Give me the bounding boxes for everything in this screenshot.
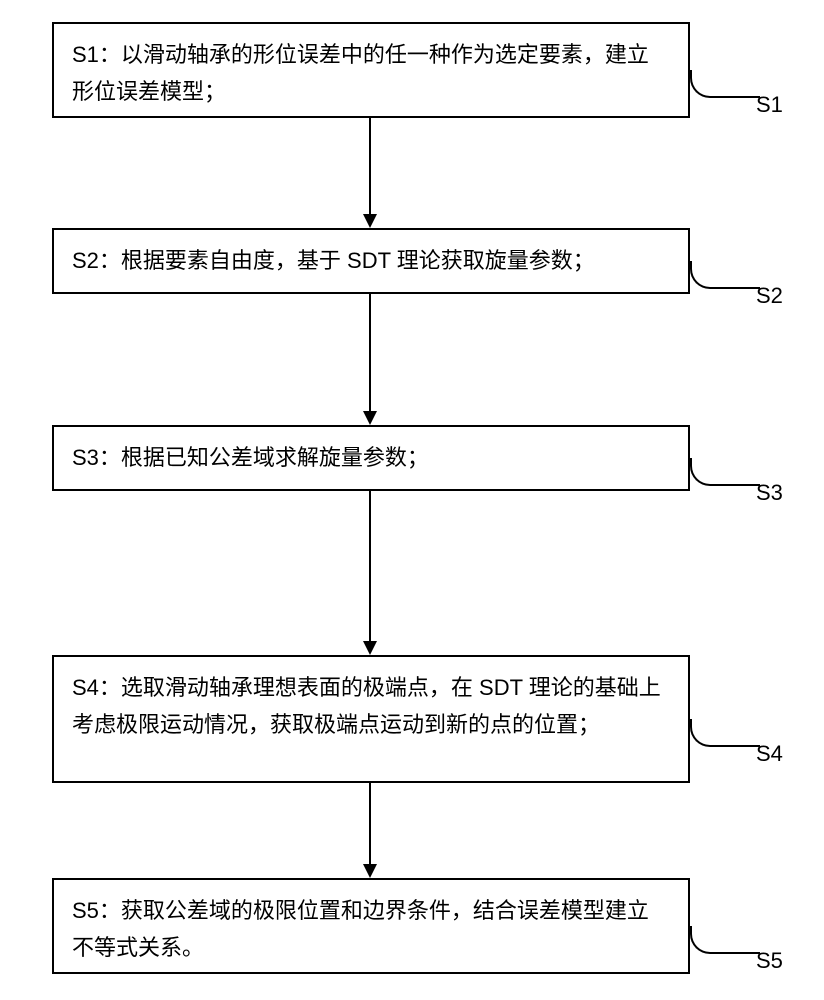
label-lead [690, 261, 760, 289]
step-label: S4 [756, 741, 783, 767]
flowchart-box-s1: S1：以滑动轴承的形位误差中的任一种作为选定要素，建立形位误差模型； [52, 22, 690, 118]
flowchart-box-s4: S4：选取滑动轴承理想表面的极端点，在 SDT 理论的基础上考虑极限运动情况，获… [52, 655, 690, 783]
label-lead [690, 719, 760, 747]
step-label: S5 [756, 948, 783, 974]
step-label: S1 [756, 92, 783, 118]
arrow-line [369, 118, 371, 214]
arrow-head-icon [363, 864, 377, 878]
arrow-head-icon [363, 641, 377, 655]
label-lead [690, 458, 760, 486]
flowchart-box-s3: S3：根据已知公差域求解旋量参数； [52, 425, 690, 491]
arrow-head-icon [363, 214, 377, 228]
label-lead [690, 926, 760, 954]
step-label: S2 [756, 283, 783, 309]
step-label: S3 [756, 480, 783, 506]
flowchart-canvas: S1：以滑动轴承的形位误差中的任一种作为选定要素，建立形位误差模型； S2：根据要… [0, 0, 824, 1000]
arrow-line [369, 294, 371, 411]
label-lead [690, 70, 760, 98]
flowchart-box-s2: S2：根据要素自由度，基于 SDT 理论获取旋量参数； [52, 228, 690, 294]
arrow-line [369, 783, 371, 864]
flowchart-box-s5: S5：获取公差域的极限位置和边界条件，结合误差模型建立不等式关系。 [52, 878, 690, 974]
arrow-head-icon [363, 411, 377, 425]
arrow-line [369, 491, 371, 641]
